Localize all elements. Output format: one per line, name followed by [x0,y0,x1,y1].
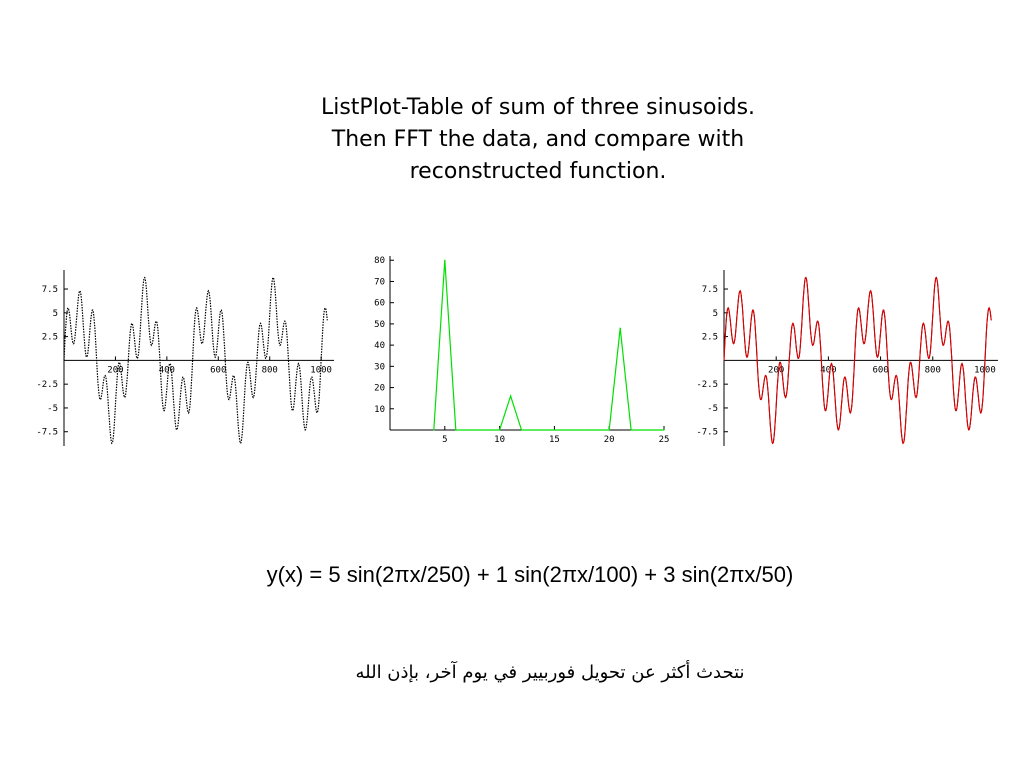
x-tick-label: 10 [494,435,505,445]
x-tick-label: 25 [659,435,670,445]
x-tick-label: 400 [159,365,175,375]
fft-data-point [641,429,643,431]
title-line-3: reconstructed function. [409,159,667,184]
x-tick-label: 200 [768,365,784,375]
y-tick-label: 5 [713,309,718,319]
slide-title: ListPlot-Table of sum of three sinusoids… [238,92,838,188]
x-tick-label: 800 [262,365,278,375]
y-tick-label: 70 [374,277,385,287]
y-tick-label: 5 [53,309,58,319]
fft-plot: 10 20 30 40 50 60 70 80 5 10 15 20 25 [374,256,670,445]
y-tick-label: 30 [374,362,385,372]
fft-data-point [597,429,599,431]
x-tick-label: 600 [210,365,226,375]
y-tick-label: 20 [374,384,385,394]
y-tick-label: -2.5 [36,380,58,390]
y-tick-label: 7.5 [42,285,58,295]
arabic-note: نتحدث أكثر عن تحويل فوربيير في يوم آخر، … [355,662,745,683]
title-line-1: ListPlot-Table of sum of three sinusoids… [320,95,756,120]
y-tick-label: -5 [47,404,58,414]
fft-spectrum-line [433,260,664,431]
x-tick-label: 15 [549,435,560,445]
x-tick-label: 400 [820,365,836,375]
y-tick-label: 10 [374,405,385,415]
title-line-2: Then FFT the data, and compare with [331,127,745,152]
data-series-line [63,276,328,445]
fft-data-point [455,429,457,431]
fft-data-point [499,429,501,431]
y-tick-label: -7.5 [696,428,718,438]
y-tick-label: 80 [374,256,385,266]
fft-data-point [663,429,665,431]
y-tick-label: 60 [374,299,385,309]
x-tick-label: 600 [872,365,888,375]
x-tick-label: 200 [107,365,123,375]
fft-data-point [630,429,632,431]
formula: y(x) = 5 sin(2πx/250) + 1 sin(2πx/100) +… [266,562,794,587]
fft-data-point [652,429,654,431]
y-tick-label: 2.5 [42,333,58,343]
x-tick-label: 5 [442,435,447,445]
fft-data-point [586,429,588,431]
fft-data-point [509,395,512,397]
y-tick-label: 40 [374,341,385,351]
fft-data-point [619,327,621,329]
y-tick-label: -7.5 [36,428,58,438]
fft-data-point [444,259,446,261]
y-tick-label: 2.5 [702,333,718,343]
x-tick-label: 800 [925,365,941,375]
x-tick-label: 20 [604,435,615,445]
y-tick-label: -5 [707,404,718,414]
fft-data-point [433,429,435,431]
reconstructed-series-line [723,276,992,445]
fft-data-point [520,429,523,431]
y-tick-label: 50 [374,320,385,330]
y-tick-label: 7.5 [702,285,718,295]
fft-data-point [608,429,610,431]
y-tick-label: -2.5 [696,380,718,390]
